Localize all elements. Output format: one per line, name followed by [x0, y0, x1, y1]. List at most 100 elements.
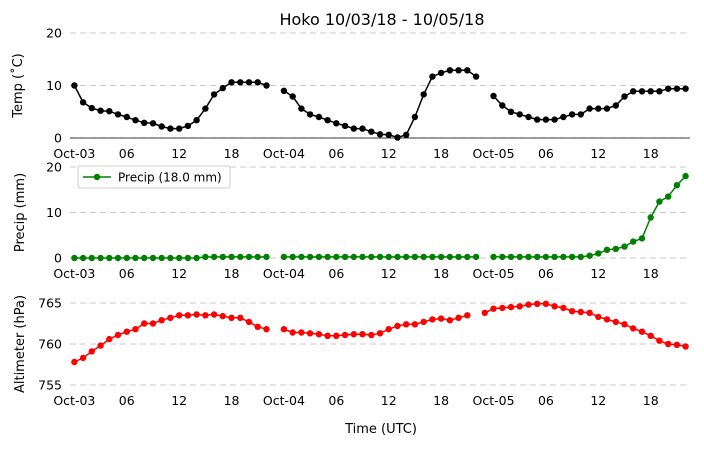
precip-xtick-label: 06	[119, 266, 135, 281]
precip-data-point	[298, 253, 305, 261]
precip-xtick-label: 06	[328, 266, 344, 281]
temp-data-point	[158, 123, 165, 130]
altimeter-data-point	[254, 323, 261, 330]
altimeter-data-point	[534, 300, 541, 307]
altimeter-data-point	[97, 342, 104, 349]
altimeter-ytick-label: 755	[38, 378, 62, 393]
altimeter-data-point	[490, 305, 497, 312]
precip-data-point	[376, 253, 384, 261]
precip-data-point	[184, 254, 192, 262]
temp-data-point	[79, 99, 87, 106]
altimeter-data-point	[586, 309, 593, 316]
temp-data-point	[542, 116, 550, 123]
precip-data-point	[507, 253, 515, 261]
temp-data-point	[595, 105, 602, 112]
altimeter-data-point	[682, 343, 689, 350]
temp-data-point	[350, 125, 357, 132]
altimeter-data-point	[411, 321, 419, 328]
altimeter-data-point	[88, 348, 96, 355]
altimeter-data-point	[289, 329, 296, 336]
altimeter-data-point	[638, 328, 646, 335]
temp-series-line	[283, 69, 477, 139]
precip-xtick-label: 18	[224, 266, 240, 281]
temp-data-point	[411, 113, 419, 121]
altimeter-data-point	[193, 311, 200, 318]
temp-data-point	[507, 108, 515, 116]
temp-data-point	[568, 111, 576, 118]
altimeter-data-point	[237, 314, 244, 321]
temp-data-point	[219, 84, 226, 92]
temp-data-point	[280, 87, 288, 95]
temp-data-point	[298, 105, 305, 112]
altimeter-xtick-label: Oct-03	[53, 393, 95, 408]
precip-data-point	[280, 253, 288, 261]
precip-data-point	[324, 253, 331, 261]
altimeter-xtick-label: Oct-05	[473, 393, 515, 408]
precip-data-point	[673, 182, 681, 189]
precip-data-point	[638, 235, 646, 242]
altimeter-data-point	[219, 312, 226, 320]
temp-data-point	[647, 88, 654, 95]
precip-data-point	[455, 253, 462, 261]
altimeter-data-point	[324, 332, 331, 339]
temp-data-point	[446, 67, 454, 74]
temp-data-point	[193, 117, 200, 124]
altimeter-xtick-label: Oct-04	[263, 393, 305, 408]
temp-xtick-label: 06	[328, 146, 344, 161]
precip-data-point	[158, 254, 165, 262]
precip-data-point	[219, 253, 226, 261]
temp-data-point	[665, 85, 672, 92]
temp-xtick-label: 18	[224, 146, 240, 161]
altimeter-data-point	[71, 358, 78, 366]
precip-data-point	[132, 254, 139, 262]
precip-data-point	[429, 253, 436, 261]
temp-xtick-label: 18	[433, 146, 449, 161]
altimeter-data-point	[621, 321, 628, 328]
altimeter-data-point	[665, 340, 672, 348]
precip-data-point	[385, 253, 392, 261]
temp-data-point	[630, 88, 637, 95]
altimeter-data-point	[79, 354, 87, 362]
temp-series-line	[73, 81, 267, 130]
precip-legend-label: Precip (18.0 mm)	[118, 171, 222, 185]
precip-data-point	[403, 253, 410, 261]
temp-data-point	[586, 105, 593, 112]
altimeter-data-point	[298, 329, 305, 336]
temp-data-point	[437, 69, 445, 77]
altimeter-data-point	[560, 304, 567, 312]
altimeter-xtick-label: 06	[328, 393, 344, 408]
precip-xtick-label: 12	[171, 266, 187, 281]
precip-data-point	[237, 253, 244, 261]
altimeter-xtick-label: 12	[381, 393, 397, 408]
altimeter-data-point	[656, 337, 663, 344]
temp-xtick-label: 12	[590, 146, 606, 161]
precip-legend-marker	[93, 173, 101, 181]
altimeter-data-point	[551, 303, 558, 310]
temp-data-point	[306, 111, 314, 118]
temp-data-point	[114, 111, 122, 118]
altimeter-data-point	[446, 317, 454, 324]
temp-xtick-label: Oct-05	[473, 146, 515, 161]
altimeter-series-line	[283, 314, 468, 337]
temp-data-point	[682, 85, 689, 92]
altimeter-data-point	[673, 341, 681, 348]
precip-data-point	[359, 253, 366, 261]
precip-data-point	[411, 253, 419, 261]
temp-data-point	[499, 102, 506, 109]
altimeter-data-point	[306, 330, 314, 337]
precip-xtick-label: 06	[538, 266, 554, 281]
temp-data-point	[71, 82, 78, 89]
precip-data-point	[647, 214, 654, 221]
precip-data-point	[193, 254, 200, 262]
precip-data-point	[560, 253, 567, 261]
altimeter-data-point	[132, 326, 139, 333]
temp-xtick-label: Oct-04	[263, 146, 305, 161]
temp-ytick-label: 0	[54, 131, 62, 146]
temp-data-point	[333, 120, 340, 127]
precip-xtick-label: 12	[381, 266, 397, 281]
altimeter-xtick-label: 18	[643, 393, 659, 408]
temp-y-axis-label: Temp (˚C)	[10, 53, 26, 119]
precip-data-point	[315, 253, 323, 261]
precip-data-point	[420, 253, 427, 261]
altimeter-xtick-label: 12	[171, 393, 187, 408]
